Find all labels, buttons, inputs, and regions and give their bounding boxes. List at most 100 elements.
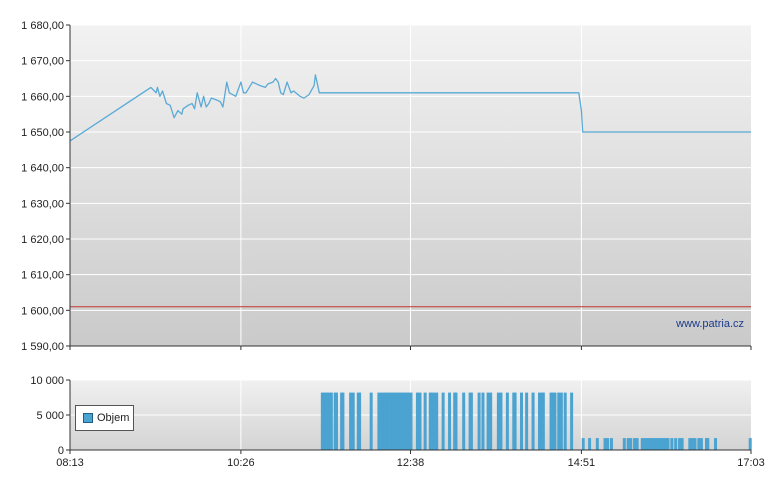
volume-bar [462,392,466,450]
volume-bar [486,392,490,450]
volume-bar [629,438,633,450]
volume-bar [531,392,535,450]
volume-bar [525,392,529,450]
volume-bar [505,392,509,450]
volume-bar [690,438,694,450]
volume-bar [714,438,718,450]
price-y-tick-label: 1 680,00 [21,20,64,32]
volume-bar [409,392,413,450]
volume-bar [403,392,407,450]
volume-bar [441,392,445,450]
volume-bar [693,438,697,450]
price-y-tick-label: 1 610,00 [21,270,64,282]
price-series [69,74,751,142]
volume-bar [477,392,481,450]
volume-bar [640,438,644,450]
volume-bar [387,392,391,450]
volume-bar [588,438,592,450]
legend-label: Objem [97,412,130,424]
volume-bar [415,392,419,450]
volume-bar [377,392,381,450]
volume-bar [557,392,561,450]
volume-bar [595,438,599,450]
volume-bar [581,438,585,450]
volume-bar [622,438,626,450]
volume-bar [697,438,701,450]
volume-y-tick-label: 10 000 [30,375,64,387]
volume-bar [432,392,436,450]
volume-bar [670,438,674,450]
price-y-tick-label: 1 590,00 [21,341,64,353]
volume-bar [606,438,610,450]
price-y-tick-label: 1 630,00 [21,198,64,210]
volume-bar [674,438,678,450]
volume-y-ticks: 0 5 000 10 000 [30,375,70,457]
volume-bar [399,392,403,450]
legend-swatch [83,413,93,423]
volume-bar [553,392,557,450]
volume-bar [748,438,752,450]
volume-bar [563,392,567,450]
volume-bar [688,438,692,450]
volume-bar [448,392,452,450]
x-tick-label: 17:03 [737,457,765,469]
volume-bar [520,392,524,450]
volume-bar [550,392,554,450]
volume-bar [603,438,607,450]
volume-bar [395,392,399,450]
volume-bar [660,438,664,450]
x-axis-ticks: 08:13 10:26 12:38 14:51 17:03 [56,346,765,469]
volume-bar [406,392,410,450]
price-y-tick-label: 1 600,00 [21,305,64,317]
volume-bar [656,438,660,450]
volume-bar [391,392,395,450]
watermark-text: www.patria.cz [676,318,744,330]
price-y-tick-label: 1 670,00 [21,56,64,68]
price-y-tick-label: 1 640,00 [21,163,64,175]
volume-bar [559,392,563,450]
volume-bar [649,438,653,450]
volume-bar [358,392,362,450]
volume-bar [706,438,710,450]
volume-bar [666,438,670,450]
volume-bar [329,392,333,450]
volume-bar [626,438,630,450]
x-tick-label: 10:26 [227,457,255,469]
volume-bar [647,438,651,450]
volume-bar [430,392,434,450]
volume-bar [635,438,639,450]
volume-bar [499,392,503,450]
price-line [69,74,751,142]
volume-bar [435,392,439,450]
x-tick-label: 12:38 [397,457,425,469]
price-y-tick-label: 1 620,00 [21,234,64,246]
volume-bar [643,438,647,450]
volume-bar [609,438,613,450]
price-y-tick-label: 1 660,00 [21,91,64,103]
volume-bar [678,438,682,450]
volume-bars [320,392,752,450]
volume-bar [322,392,326,450]
volume-bar [351,392,355,450]
x-tick-label: 14:51 [568,457,596,469]
x-tick-label: 08:13 [56,457,84,469]
volume-bar [349,392,353,450]
volume-bar [699,438,703,450]
volume-bar [633,438,637,450]
volume-bar [379,392,383,450]
volume-legend: Objem [75,405,134,431]
volume-bar [489,392,493,450]
volume-y-tick-label: 5 000 [36,410,64,422]
volume-bar [680,438,684,450]
volume-bar [383,392,387,450]
volume-bar [662,438,666,450]
volume-y-tick-label: 0 [58,445,64,457]
volume-bar [325,392,329,450]
volume-bar [513,392,517,450]
volume-bar [423,392,427,450]
volume-bar [570,392,574,450]
volume-bar [541,392,545,450]
price-y-tick-label: 1 650,00 [21,127,64,139]
